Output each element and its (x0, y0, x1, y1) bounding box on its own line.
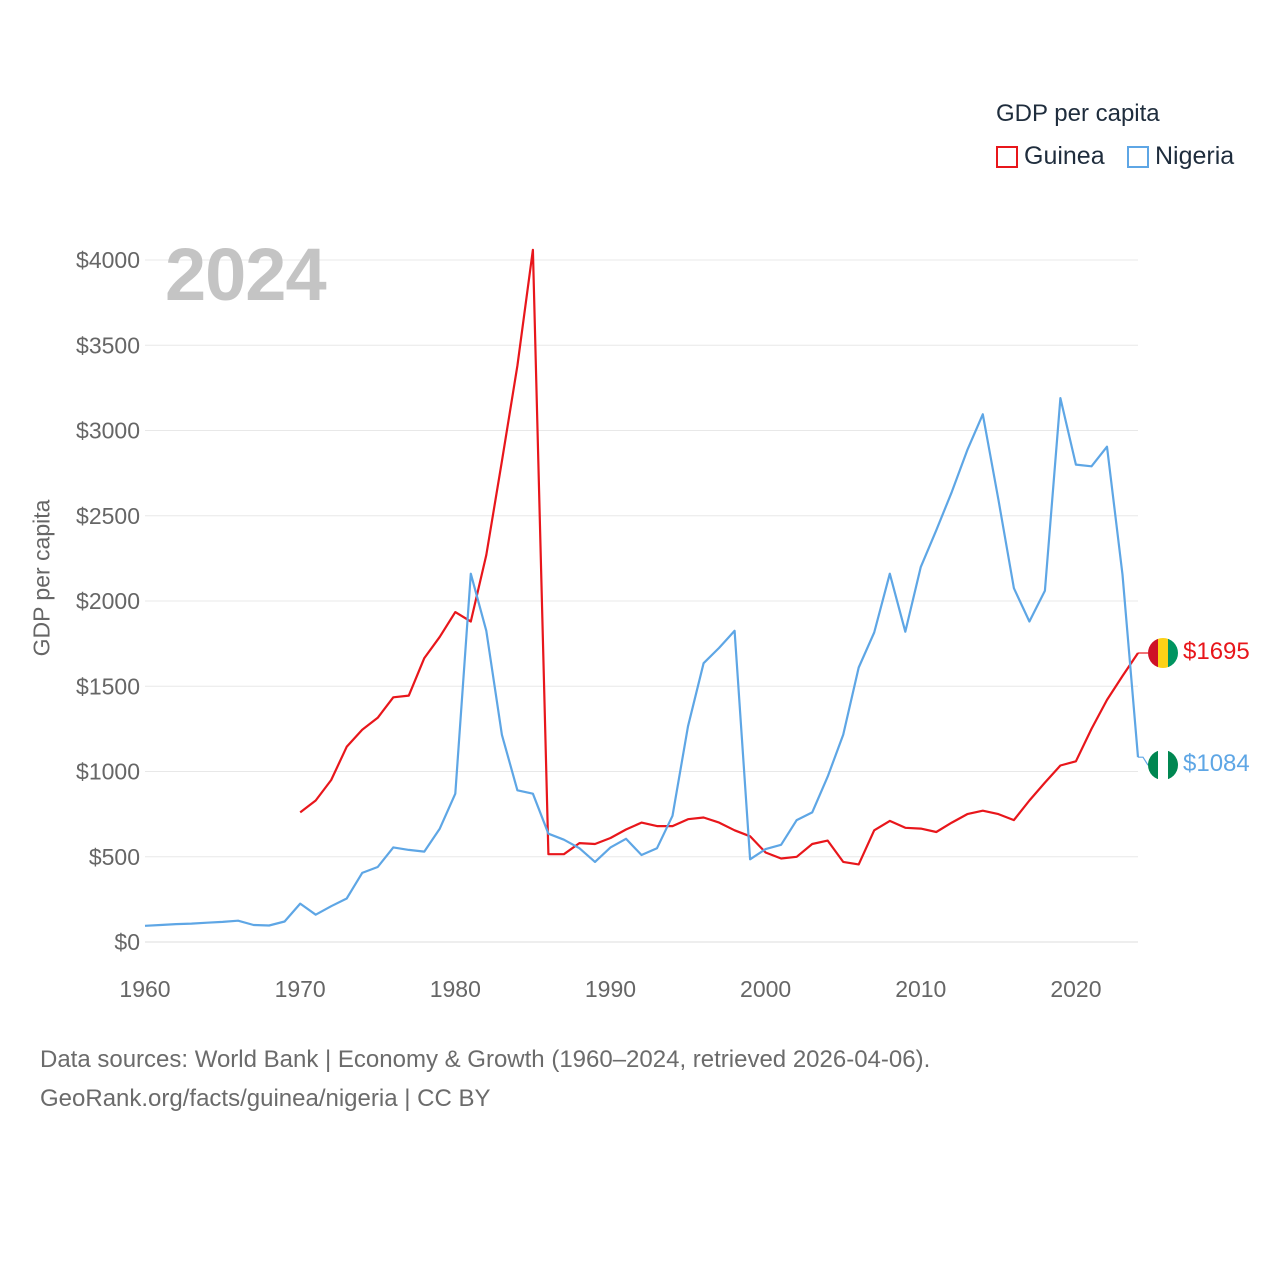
x-tick-label: 1960 (119, 976, 170, 1002)
x-tick-label: 2020 (1050, 976, 1101, 1002)
gridlines (145, 259, 1138, 943)
legend-label-nigeria: Nigeria (1155, 142, 1235, 170)
year-badge: 2024 (165, 233, 327, 316)
y-tick-label: $3000 (76, 418, 140, 444)
legend-item-guinea[interactable]: Guinea (996, 142, 1105, 171)
legend-swatch-guinea (996, 145, 1018, 168)
legend-label-guinea: Guinea (1024, 142, 1105, 170)
y-tick-label: $1000 (76, 759, 140, 785)
x-tick-label: 2010 (895, 976, 946, 1002)
series-lines (144, 248, 1140, 927)
legend-item-nigeria[interactable]: Nigeria (1127, 142, 1234, 171)
y-tick-label: $1500 (76, 673, 140, 699)
footer-sources: Data sources: World Bank | Economy & Gro… (40, 1046, 931, 1073)
y-tick-label: $2000 (76, 588, 140, 614)
y-axis-label: GDP per capita (28, 499, 55, 657)
nigeria-end-value: $1084 (1183, 750, 1250, 778)
legend-title: GDP per capita (996, 100, 1160, 127)
footer-attribution: GeoRank.org/facts/guinea/nigeria | CC BY (40, 1085, 491, 1112)
y-tick-label: $0 (114, 929, 140, 955)
y-tick-label: $3500 (76, 332, 140, 358)
y-tick-label: $500 (89, 844, 140, 870)
nigeria-flag-icon (1148, 750, 1178, 781)
x-tick-label: 2000 (740, 976, 791, 1002)
y-axis-ticks: $0 $500 $1000 $1500 $2000 $2500 $3000 $3500 $400… (76, 247, 140, 955)
x-axis-ticks: 1960 1970 1980 1990 2000 2010 2020 (119, 976, 1101, 1002)
connector-nigeria (1138, 756, 1149, 766)
y-tick-label: $4000 (76, 247, 140, 273)
series-line-guinea (299, 248, 1139, 866)
x-tick-label: 1990 (585, 976, 636, 1002)
guinea-end-value: $1695 (1183, 638, 1250, 665)
series-line-nigeria (144, 397, 1140, 927)
end-connectors (1138, 652, 1149, 766)
x-tick-label: 1980 (430, 976, 481, 1002)
y-tick-label: $2500 (76, 503, 140, 529)
guinea-flag-icon (1148, 638, 1178, 668)
legend-swatch-nigeria (1127, 145, 1149, 168)
x-tick-label: 1970 (275, 976, 326, 1002)
